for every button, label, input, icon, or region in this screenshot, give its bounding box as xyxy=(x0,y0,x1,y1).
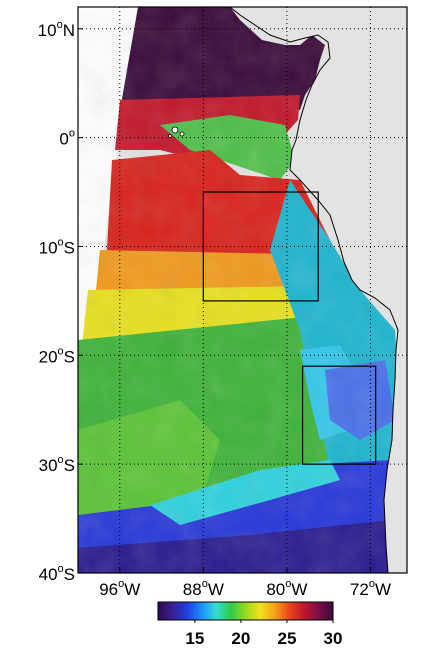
galapagos-island xyxy=(168,134,172,138)
lat-tick-label: 10oS xyxy=(39,236,75,257)
latitude-labels: 10oN 0o 10oS 20oS 30oS 40oS xyxy=(38,19,75,584)
colorbar-tick-label: 30 xyxy=(324,629,343,648)
lat-tick-label: 10oN xyxy=(38,19,75,40)
lon-tick-label: 80oW xyxy=(266,578,307,599)
lat-tick-label: 20oS xyxy=(39,345,75,366)
colorbar: 15 20 25 30 xyxy=(157,601,343,648)
longitude-labels: 96oW 88oW 80oW 72oW xyxy=(99,578,391,599)
map-frame xyxy=(77,6,408,574)
lon-tick-label: 72oW xyxy=(350,578,391,599)
colorbar-tick-label: 15 xyxy=(185,629,204,648)
colorbar-tick-label: 25 xyxy=(277,629,296,648)
lat-tick-label: 40oS xyxy=(39,563,75,584)
southern-box xyxy=(301,365,377,465)
ocean-sst-field xyxy=(78,7,407,573)
south-america-land xyxy=(229,7,407,573)
colorbar-tick-label: 20 xyxy=(231,629,250,648)
colorbar-ramp xyxy=(157,601,334,621)
lat-tick-label: 0o xyxy=(59,128,75,149)
lat-tick-label: 30oS xyxy=(39,454,75,475)
study-boxes xyxy=(202,191,377,465)
northern-box xyxy=(202,191,319,302)
galapagos-island xyxy=(179,131,185,137)
graticule xyxy=(78,7,407,574)
lon-tick-label: 88oW xyxy=(183,578,224,599)
galapagos-island xyxy=(171,126,179,134)
lon-tick-label: 96oW xyxy=(99,578,140,599)
